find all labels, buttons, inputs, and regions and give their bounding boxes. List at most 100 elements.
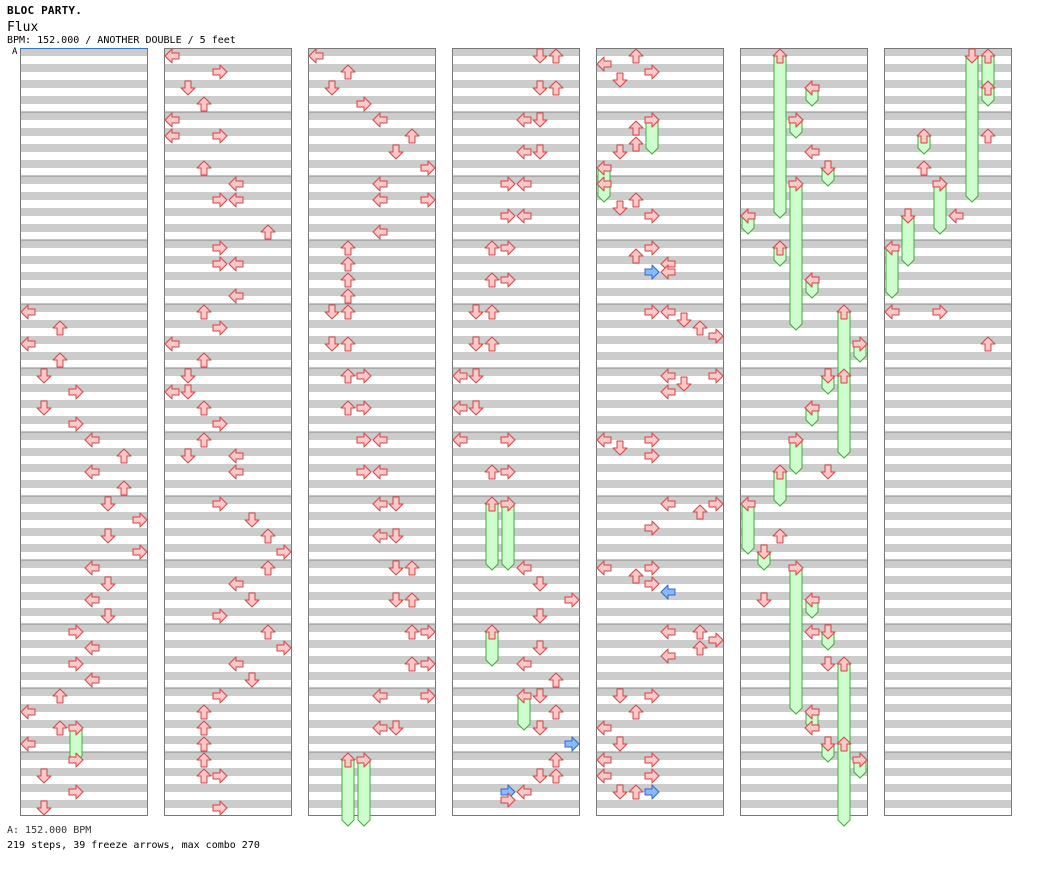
beat-stripe [20,336,148,344]
arrow-left [596,560,612,576]
arrow-up [692,504,708,520]
arrow-right [644,784,660,800]
arrow-up [116,480,132,496]
beat-stripe [308,128,436,136]
beat-stripe [164,592,292,600]
beat-stripe [452,624,580,632]
arrow-up [404,560,420,576]
arrow-left [660,584,676,600]
beat-stripe [740,800,868,808]
beat-stripe [884,320,1012,328]
beat-stripe [164,304,292,312]
beat-stripe [884,272,1012,280]
arrow-up [260,224,276,240]
beat-stripe [20,432,148,440]
freeze-arrow [789,183,803,331]
arrow-up [836,304,852,320]
beat-stripe [452,672,580,680]
arrow-right [644,768,660,784]
arrow-right [212,64,228,80]
arrow-right [644,688,660,704]
beat-stripe [884,288,1012,296]
arrow-right [212,240,228,256]
arrow-up [692,624,708,640]
beat-stripe [596,256,724,264]
beat-stripe [884,560,1012,568]
beat-stripe [308,576,436,584]
beat-stripe [740,400,868,408]
arrow-right [356,752,372,768]
arrow-right [132,512,148,528]
beat-stripe [452,752,580,760]
arrow-left [740,496,756,512]
arrow-right [212,768,228,784]
song-title: Flux [7,20,39,35]
beat-stripe [596,160,724,168]
arrow-up [116,448,132,464]
arrow-up [340,240,356,256]
arrow-right [708,328,724,344]
arrow-left [516,208,532,224]
beat-stripe [884,224,1012,232]
arrow-left [164,336,180,352]
arrow-up [484,240,500,256]
arrow-left [804,720,820,736]
beat-stripe [884,512,1012,520]
beat-stripe [20,256,148,264]
arrow-down [820,624,836,640]
beat-stripe [164,128,292,136]
arrow-up [772,48,788,64]
beat-stripe [740,192,868,200]
arrow-left [84,592,100,608]
beat-stripe [308,96,436,104]
beat-stripe [596,384,724,392]
beat-stripe [20,448,148,456]
beat-stripe [20,720,148,728]
beat-stripe [740,288,868,296]
arrow-right [68,784,84,800]
beat-stripe [740,736,868,744]
arrow-down [532,144,548,160]
beat-stripe [740,464,868,472]
beat-stripe [452,704,580,712]
arrow-left [308,48,324,64]
arrow-right [356,368,372,384]
beat-stripe [596,768,724,776]
arrow-down [36,768,52,784]
beat-stripe [20,592,148,600]
beat-stripe [596,496,724,504]
arrow-up [628,568,644,584]
beat-stripe [308,752,436,760]
arrow-up [52,352,68,368]
chart-meta: BPM: 152.000 / ANOTHER DOUBLE / 5 feet [7,35,236,46]
arrow-right [644,208,660,224]
arrow-down [324,304,340,320]
arrow-left [596,176,612,192]
arrow-right [212,416,228,432]
arrow-up [196,304,212,320]
arrow-right [644,520,660,536]
arrow-left [372,720,388,736]
arrow-right [644,432,660,448]
beat-stripe [452,560,580,568]
arrow-right [500,432,516,448]
beat-stripe [20,704,148,712]
arrow-down [36,800,52,816]
beat-stripe [740,688,868,696]
arrow-right [788,176,804,192]
arrow-up [340,288,356,304]
beat-stripe [596,448,724,456]
beat-stripe [596,96,724,104]
beat-stripe [884,656,1012,664]
beat-stripe [596,64,724,72]
arrow-left [164,112,180,128]
arrow-up [196,752,212,768]
beat-stripe [164,784,292,792]
beat-stripe [164,560,292,568]
beat-stripe [308,192,436,200]
beat-stripe [308,304,436,312]
arrow-down [532,688,548,704]
arrow-up [548,48,564,64]
beat-stripe [20,176,148,184]
beat-stripe [884,384,1012,392]
